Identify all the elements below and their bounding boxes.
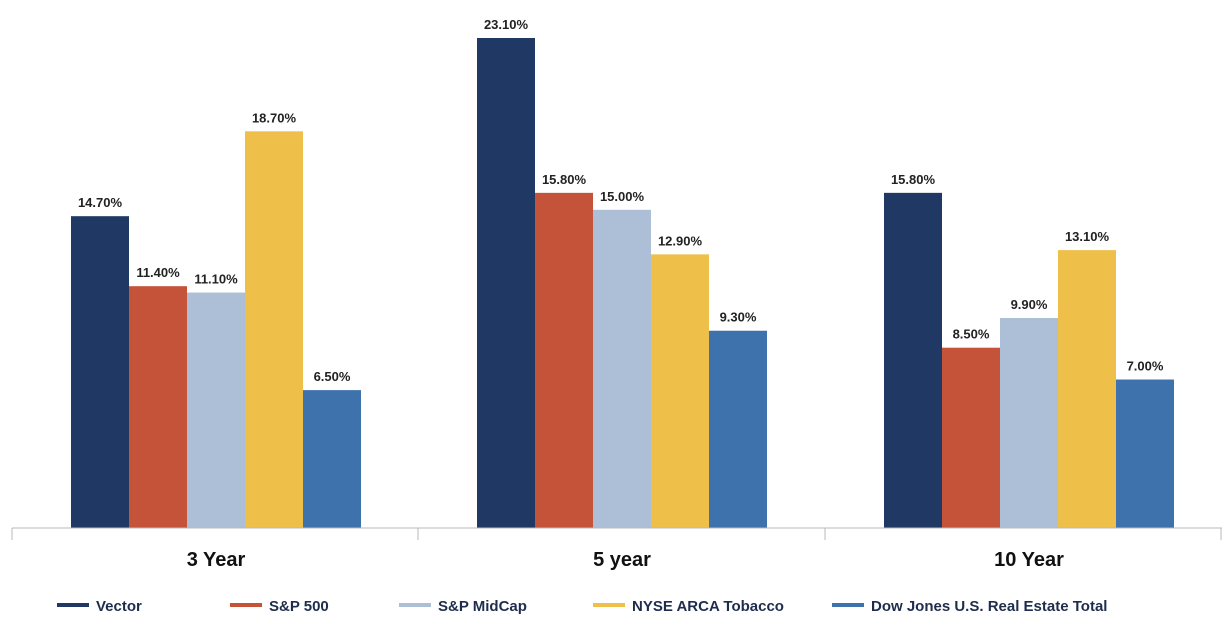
bar-vector-3-year: [71, 216, 129, 528]
bar-s-p-500-10-year: [942, 348, 1000, 528]
bar-s-p-midcap-3-year: [187, 293, 245, 528]
data-label-s-p-500-10-year: 8.50%: [953, 327, 990, 342]
bar-vector-10-year: [884, 193, 942, 528]
legend-label-dow-jones-u-s-real-estate-total: Dow Jones U.S. Real Estate Total: [871, 598, 1107, 615]
data-label-s-p-midcap-5-year: 15.00%: [600, 189, 645, 204]
bar-s-p-midcap-5-year: [593, 210, 651, 528]
bar-nyse-arca-tobacco-10-year: [1058, 250, 1116, 528]
legend-label-s-p-500: S&P 500: [269, 598, 329, 615]
data-label-s-p-midcap-3-year: 11.10%: [194, 272, 238, 287]
x-axis: [12, 528, 1222, 540]
category-labels: 3 Year 5 year 10 Year: [187, 549, 1064, 571]
data-label-nyse-arca-tobacco-10-year: 13.10%: [1065, 229, 1110, 244]
legend-label-nyse-arca-tobacco: NYSE ARCA Tobacco: [632, 598, 784, 615]
legend-label-vector: Vector: [96, 598, 142, 615]
bar-vector-5-year: [477, 38, 535, 528]
data-label-nyse-arca-tobacco-3-year: 18.70%: [252, 110, 297, 125]
bar-s-p-500-5-year: [535, 193, 593, 528]
category-label-5-year: 5 year: [593, 549, 651, 571]
legend: Vector S&P 500 S&P MidCap NYSE ARCA Tobacco…: [57, 598, 1107, 615]
bar-s-p-500-3-year: [129, 286, 187, 528]
data-label-dow-jones-u-s-real-estate-total-3-year: 6.50%: [314, 369, 351, 384]
legend-label-s-p-midcap: S&P MidCap: [438, 598, 527, 615]
data-label-vector-10-year: 15.80%: [891, 172, 936, 187]
bar-nyse-arca-tobacco-5-year: [651, 254, 709, 528]
category-label-3-year: 3 Year: [187, 549, 246, 571]
data-label-vector-5-year: 23.10%: [484, 17, 529, 32]
bar-dow-jones-u-s-real-estate-total-10-year: [1116, 380, 1174, 528]
data-label-dow-jones-u-s-real-estate-total-5-year: 9.30%: [720, 310, 757, 325]
bar-dow-jones-u-s-real-estate-total-5-year: [709, 331, 767, 528]
data-label-dow-jones-u-s-real-estate-total-10-year: 7.00%: [1127, 359, 1164, 374]
bar-dow-jones-u-s-real-estate-total-3-year: [303, 390, 361, 528]
data-label-nyse-arca-tobacco-5-year: 12.90%: [658, 233, 703, 248]
bar-nyse-arca-tobacco-3-year: [245, 131, 303, 528]
data-label-s-p-500-3-year: 11.40%: [136, 265, 180, 280]
category-label-10-year: 10 Year: [994, 549, 1064, 571]
data-label-s-p-500-5-year: 15.80%: [542, 172, 587, 187]
bar-s-p-midcap-10-year: [1000, 318, 1058, 528]
data-label-vector-3-year: 14.70%: [78, 195, 123, 210]
data-label-s-p-midcap-10-year: 9.90%: [1011, 297, 1048, 312]
